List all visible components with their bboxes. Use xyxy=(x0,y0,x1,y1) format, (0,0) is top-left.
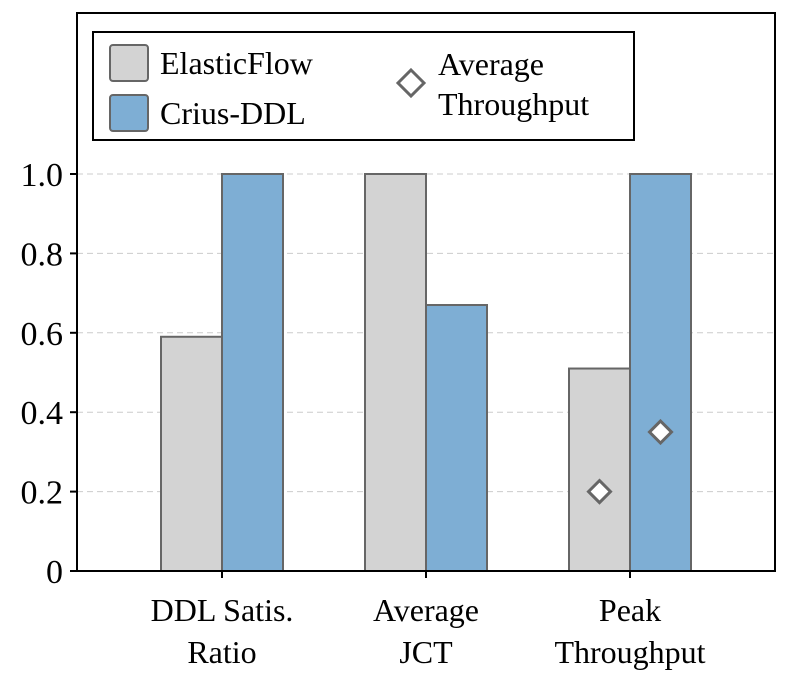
x-category-label: Throughput xyxy=(554,634,705,670)
x-category-label: Ratio xyxy=(187,634,256,670)
bar-crius-ddl-0 xyxy=(221,173,284,572)
y-tick-label: 0.8 xyxy=(21,236,64,273)
y-tick-label: 0 xyxy=(46,554,63,591)
bar-elasticflow-2 xyxy=(568,367,631,572)
y-tick-label: 1.0 xyxy=(21,157,64,194)
legend: ElasticFlow Crius-DDL Average Throughput xyxy=(92,31,635,141)
legend-swatch-elasticflow xyxy=(109,44,149,82)
average-throughput-marker-0 xyxy=(586,478,613,505)
legend-box xyxy=(92,31,635,141)
y-tick-label: 0.6 xyxy=(21,316,64,353)
bar-crius-ddl-2 xyxy=(629,173,692,572)
legend-label: Throughput xyxy=(438,86,589,122)
y-axis: 0 0.2 0.4 0.6 0.8 1.0 xyxy=(21,157,77,591)
legend-label: ElasticFlow xyxy=(160,45,313,81)
x-category-label: Average xyxy=(373,592,479,628)
bar-crius-ddl-1 xyxy=(425,304,488,572)
x-category-label: JCT xyxy=(399,634,453,670)
legend-label: Crius-DDL xyxy=(160,95,306,131)
x-axis: DDL Satis. Ratio Average JCT Peak Throughput xyxy=(151,571,706,670)
bar-elasticflow-0 xyxy=(160,335,223,572)
average-throughput-marker-1 xyxy=(647,418,674,446)
x-category-label: Peak xyxy=(599,592,661,628)
markers-layer xyxy=(586,418,674,505)
y-tick-label: 0.2 xyxy=(21,475,64,512)
legend-label: Average xyxy=(438,46,544,82)
y-tick-label: 0.4 xyxy=(21,395,64,432)
bar-elasticflow-1 xyxy=(364,173,427,572)
x-category-label: DDL Satis. xyxy=(151,592,294,628)
bars-layer xyxy=(160,173,692,572)
legend-swatch-crius-ddl xyxy=(109,94,149,132)
legend-diamond-icon xyxy=(395,67,427,99)
